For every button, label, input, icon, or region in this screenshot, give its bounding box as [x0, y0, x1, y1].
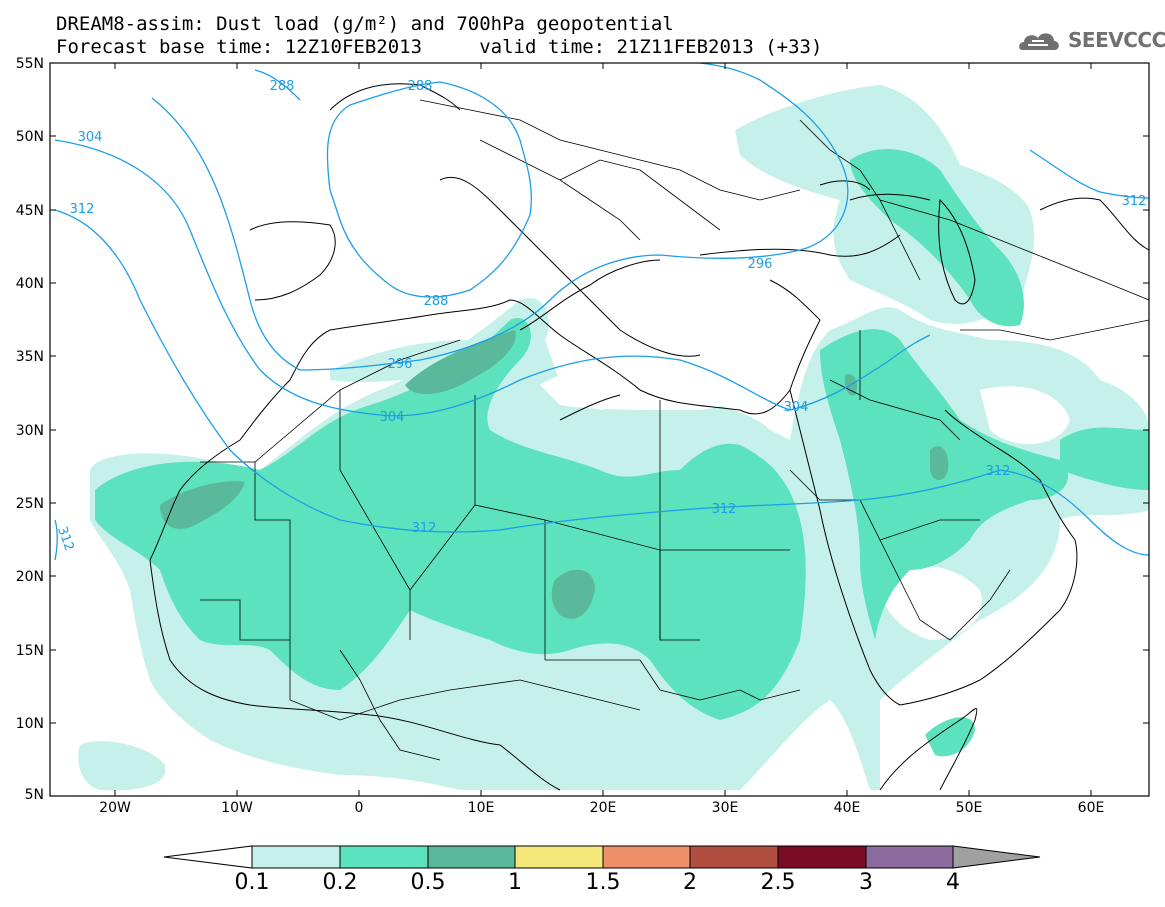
- axis-ticks: [50, 62, 1149, 797]
- colorbar-label: 3: [859, 870, 873, 895]
- lon-label: 20E: [589, 800, 617, 816]
- seevccc-logo-text: SEEVCCC: [1068, 28, 1165, 52]
- colorbar-label: 2.5: [760, 870, 796, 895]
- contour-label: 304: [78, 130, 103, 145]
- contour-label: 296: [748, 257, 773, 272]
- lat-label: 25N: [15, 496, 44, 512]
- contour-label: 288: [424, 294, 449, 309]
- lat-label: 50N: [15, 129, 44, 145]
- lon-label: 0: [354, 800, 364, 816]
- lat-label: 10N: [15, 716, 44, 732]
- colorbar-label: 0.2: [322, 870, 358, 895]
- lon-label: 50E: [955, 800, 983, 816]
- colorbar-min-arrow: [163, 845, 253, 869]
- lat-label: 30N: [15, 423, 44, 439]
- contour-label: 304: [784, 400, 809, 415]
- lat-label: 45N: [15, 203, 44, 219]
- colorbar-label: 2: [683, 870, 697, 895]
- colorbar-label: 4: [946, 870, 960, 895]
- contour-label: 312: [412, 521, 437, 536]
- colorbar-label: 1: [508, 870, 522, 895]
- lat-label: 15N: [15, 643, 44, 659]
- contour-label: 288: [270, 79, 295, 94]
- colorbar-bin: [777, 845, 867, 869]
- colorbar: [163, 845, 1041, 869]
- colorbar-label: 0.1: [234, 870, 270, 895]
- country-borders: [200, 99, 1150, 761]
- lon-label: 10E: [467, 800, 495, 816]
- contour-label: 304: [380, 410, 405, 425]
- lat-label: 20N: [15, 569, 44, 585]
- cloud-logo-icon: [1019, 33, 1059, 50]
- lat-label: 40N: [15, 276, 44, 292]
- colorbar-bin: [865, 845, 954, 869]
- lat-label: 35N: [15, 349, 44, 365]
- lat-label: 5N: [24, 787, 44, 803]
- lon-label: 20W: [99, 800, 131, 816]
- map-title: DREAM8-assim: Dust load (g/m²) and 700hP…: [56, 13, 674, 35]
- colorbar-bin: [427, 845, 516, 869]
- contour-label: 312: [712, 502, 737, 517]
- contour-label: 312: [1122, 194, 1147, 209]
- colorbar-bin: [602, 845, 691, 869]
- contour-label: 312: [70, 202, 95, 217]
- colorbar-bin: [689, 845, 779, 869]
- colorbar-bin: [339, 845, 429, 869]
- contour-label: 288: [408, 79, 433, 94]
- colorbar-max-arrow: [952, 845, 1041, 869]
- contour-label: 312: [986, 464, 1011, 479]
- colorbar-bin: [514, 845, 604, 869]
- contour-label: 296: [388, 357, 413, 372]
- colorbar-label: 1.5: [585, 870, 621, 895]
- lon-label: 30E: [711, 800, 739, 816]
- coastlines: [149, 83, 1150, 791]
- lat-label: 55N: [15, 56, 44, 72]
- colorbar-label: 0.5: [410, 870, 446, 895]
- lon-label: 60E: [1077, 800, 1105, 816]
- lon-label: 40E: [833, 800, 861, 816]
- dust-0-2-layer: [95, 149, 1149, 757]
- map-subtitle: Forecast base time: 12Z10FEB2013 valid t…: [56, 36, 823, 58]
- contour-labels: 288 288 288 304 312 296 296 304 304 312 …: [54, 79, 1146, 553]
- geopotential-contours: [54, 62, 1150, 561]
- colorbar-bin: [251, 845, 341, 869]
- lon-label: 10W: [221, 800, 253, 816]
